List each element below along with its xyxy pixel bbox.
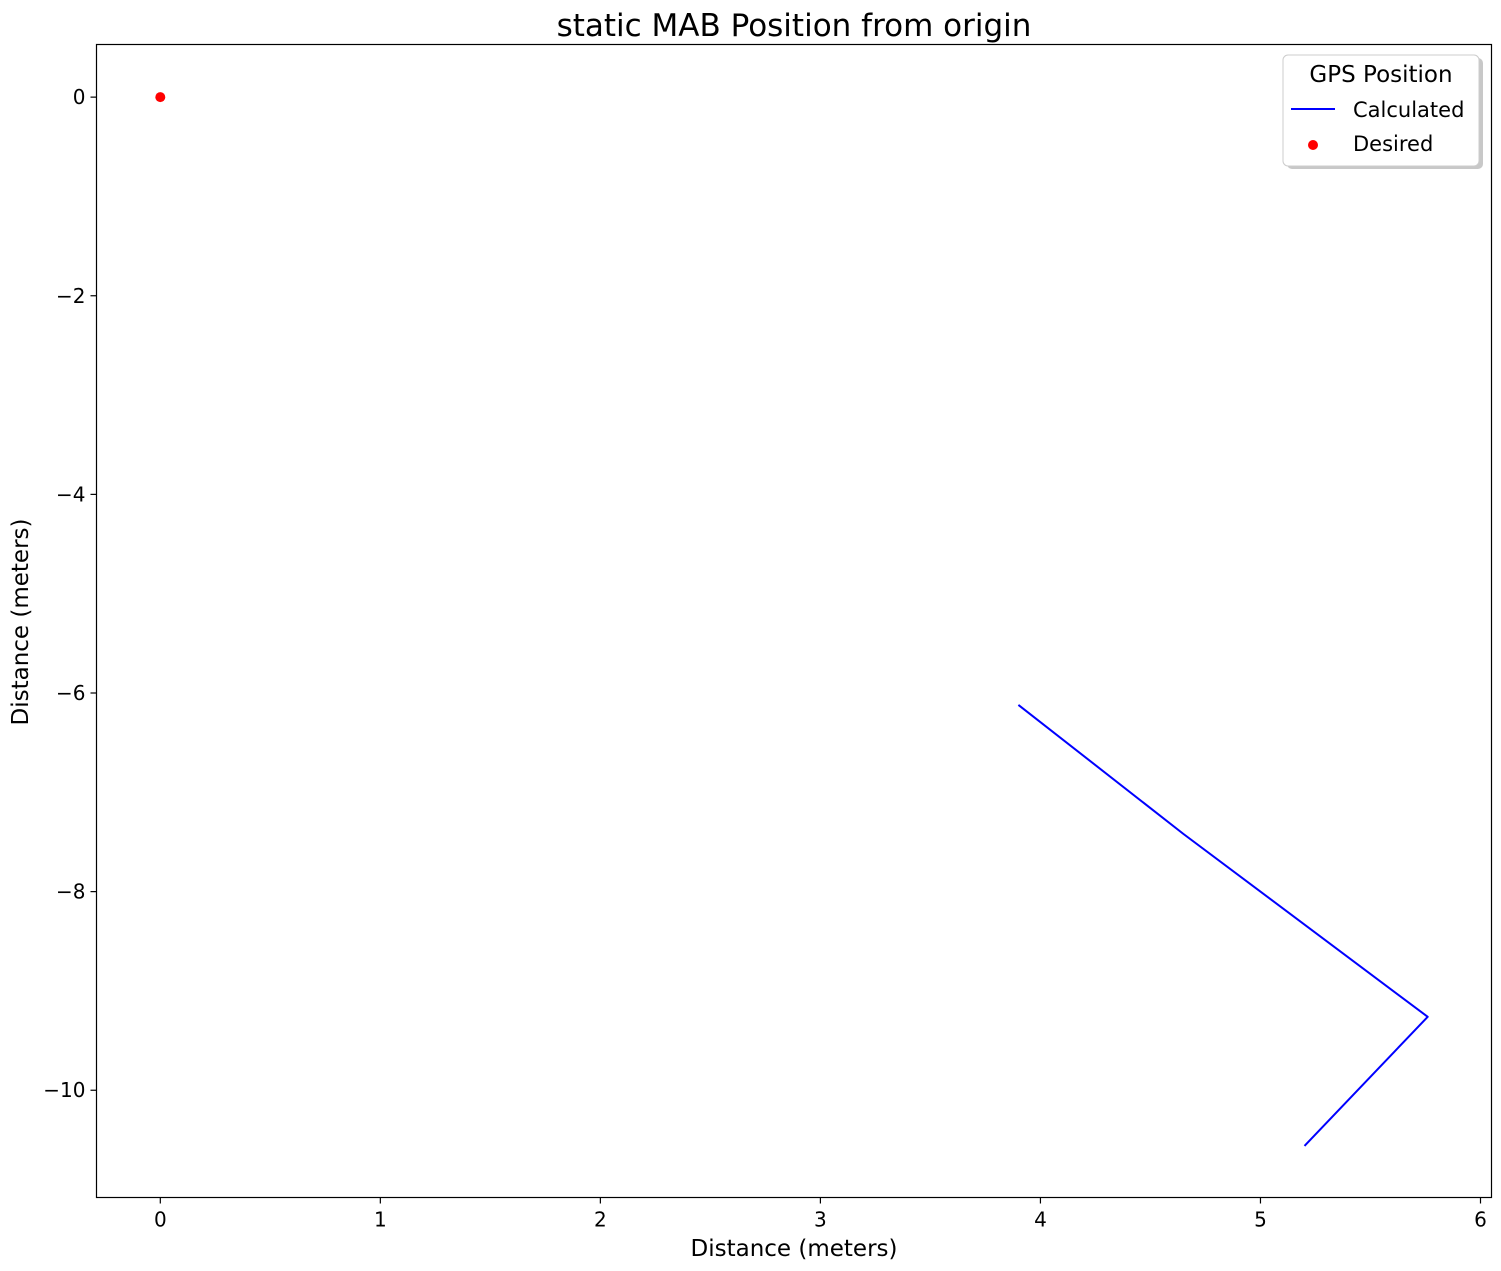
x-tick-label: 2 [594, 1208, 607, 1232]
y-tick-label: −8 [56, 880, 85, 904]
legend-label-calculated: Calculated [1353, 98, 1464, 122]
legend: GPS Position Calculated Desired [1282, 54, 1483, 169]
y-tick-label: −4 [56, 482, 85, 506]
legend-title: GPS Position [1309, 62, 1452, 88]
x-tick-label: 5 [1254, 1208, 1267, 1232]
series-line-calculated [1017, 704, 1429, 1147]
y-tick-label: 0 [73, 85, 86, 109]
y-tick-label: −10 [43, 1078, 85, 1102]
plot-area [155, 92, 1429, 1147]
x-axis-label: Distance (meters) [691, 1236, 898, 1262]
y-tick-label: −6 [56, 681, 85, 705]
x-tick-label: 3 [814, 1208, 827, 1232]
chart-title: static MAB Position from origin [557, 8, 1032, 44]
x-tick-label: 4 [1034, 1208, 1047, 1232]
x-tick-label: 6 [1474, 1208, 1487, 1232]
x-tick-label: 1 [374, 1208, 387, 1232]
series-point-desired [155, 92, 166, 103]
y-axis-label: Distance (meters) [8, 519, 34, 726]
legend-box [1282, 54, 1480, 167]
x-axis: 0 1 2 3 4 5 6 [154, 1197, 1487, 1232]
legend-marker-swatch [1308, 140, 1318, 150]
plot-frame [95, 43, 1493, 1199]
x-tick-label: 0 [154, 1208, 167, 1232]
y-tick-label: −2 [56, 284, 85, 308]
y-axis: 0 −2 −4 −6 −8 −10 [43, 85, 97, 1102]
legend-label-desired: Desired [1353, 132, 1433, 156]
